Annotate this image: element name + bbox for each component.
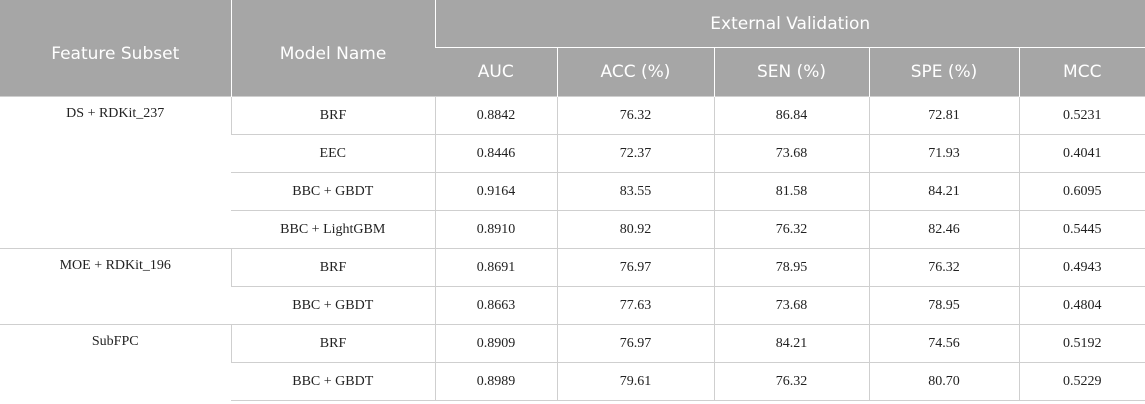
- feature-subset-header: Feature Subset: [0, 0, 231, 97]
- feature-subset-cell: DS + RDKit_237: [0, 96, 231, 249]
- sen-cell: 76.32: [713, 210, 869, 249]
- spe-cell: 82.46: [868, 210, 1019, 249]
- table-row: MOE + RDKit_196 BRF 0.8691 76.97 78.95 7…: [0, 248, 1145, 325]
- acc-cell: 79.61: [556, 362, 714, 401]
- sen-header: SEN (%): [713, 47, 869, 97]
- model-cell: BRF: [230, 324, 435, 363]
- spe-cell: 71.93: [868, 134, 1019, 173]
- table-row: EEC 0.8446 72.37 73.68 71.93 0.4041: [0, 134, 1145, 173]
- spe-cell: 72.81: [868, 96, 1019, 135]
- sen-cell: 73.68: [713, 134, 869, 173]
- mcc-cell: 0.4041: [1018, 134, 1145, 173]
- auc-cell: 0.8446: [434, 134, 557, 173]
- spe-cell: 74.56: [868, 324, 1019, 363]
- mcc-cell: 0.4804: [1018, 286, 1145, 325]
- model-cell: BBC + GBDT: [231, 172, 435, 211]
- model-cell: BRF: [230, 96, 435, 135]
- acc-cell: 76.97: [556, 324, 714, 363]
- auc-cell: 0.8989: [434, 362, 557, 401]
- auc-cell: 0.8663: [434, 286, 557, 325]
- table-row: BBC + LightGBM 0.8910 80.92 76.32 82.46 …: [0, 210, 1145, 249]
- model-cell: BBC + GBDT: [231, 286, 435, 325]
- mcc-cell: 0.5445: [1018, 210, 1145, 249]
- external-validation-header: External Validation: [434, 0, 1145, 48]
- spe-cell: 84.21: [868, 172, 1019, 211]
- table-body: DS + RDKit_237 BRF 0.8842 76.32 86.84 72…: [0, 96, 1145, 401]
- auc-cell: 0.8910: [434, 210, 557, 249]
- acc-cell: 80.92: [556, 210, 714, 249]
- table-header: Feature Subset Model Name External Valid…: [0, 0, 1145, 97]
- mcc-cell: 0.5231: [1018, 96, 1145, 135]
- model-name-header: Model Name: [230, 0, 435, 97]
- spe-header: SPE (%): [868, 47, 1019, 97]
- table-row: BBC + GBDT 0.8663 77.63 73.68 78.95 0.48…: [0, 286, 1145, 325]
- model-cell: BRF: [230, 248, 435, 287]
- mcc-cell: 0.5229: [1018, 362, 1145, 401]
- auc-header: AUC: [435, 47, 557, 97]
- acc-header: ACC (%): [556, 47, 714, 97]
- sen-cell: 73.68: [713, 286, 869, 325]
- acc-cell: 72.37: [556, 134, 714, 173]
- model-cell: EEC: [231, 134, 435, 173]
- auc-cell: 0.8909: [434, 324, 557, 363]
- mcc-cell: 0.4943: [1018, 248, 1145, 287]
- model-cell: BBC + LightGBM: [231, 210, 435, 249]
- acc-cell: 76.97: [556, 248, 714, 287]
- model-cell: BBC + GBDT: [231, 362, 435, 401]
- acc-cell: 83.55: [556, 172, 714, 211]
- sen-cell: 81.58: [713, 172, 869, 211]
- spe-cell: 80.70: [868, 362, 1019, 401]
- mcc-header: MCC: [1018, 47, 1145, 97]
- mcc-cell: 0.6095: [1018, 172, 1145, 211]
- mcc-cell: 0.5192: [1018, 324, 1145, 363]
- acc-cell: 76.32: [556, 96, 714, 135]
- spe-cell: 76.32: [868, 248, 1019, 287]
- auc-cell: 0.8842: [434, 96, 557, 135]
- sen-cell: 76.32: [713, 362, 869, 401]
- table-row: BBC + GBDT 0.9164 83.55 81.58 84.21 0.60…: [0, 172, 1145, 211]
- sen-cell: 84.21: [713, 324, 869, 363]
- feature-subset-cell: SubFPC: [0, 324, 231, 401]
- table-row: BBC + GBDT 0.8989 79.61 76.32 80.70 0.52…: [0, 362, 1145, 401]
- acc-cell: 77.63: [556, 286, 714, 325]
- sen-cell: 78.95: [713, 248, 869, 287]
- auc-cell: 0.9164: [434, 172, 557, 211]
- sen-cell: 86.84: [713, 96, 869, 135]
- feature-subset-cell: MOE + RDKit_196: [0, 248, 231, 325]
- auc-cell: 0.8691: [434, 248, 557, 287]
- table-row: DS + RDKit_237 BRF 0.8842 76.32 86.84 72…: [0, 96, 1145, 249]
- spe-cell: 78.95: [868, 286, 1019, 325]
- table-row: SubFPC BRF 0.8909 76.97 84.21 74.56 0.51…: [0, 324, 1145, 401]
